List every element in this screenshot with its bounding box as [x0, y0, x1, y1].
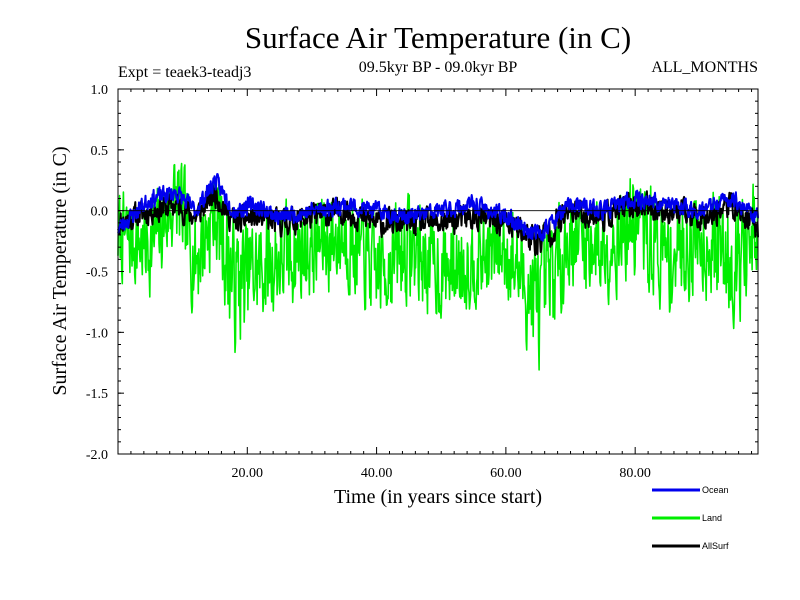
series-line-ocean [117, 173, 759, 242]
y-tick-label: -0.5 [86, 266, 108, 281]
legend-label-land: Land [702, 513, 722, 523]
series-layer [117, 162, 759, 371]
legend: Ocean Land AllSurf [652, 485, 729, 551]
x-tick-label: 60.00 [490, 466, 522, 481]
y-axis: 1.0 0.5 0.0 -0.5 -1.0 -1.5 -2.0 [86, 83, 758, 463]
x-tick-label: 40.00 [361, 466, 393, 481]
series-line-land [117, 162, 759, 371]
y-tick-label: -2.0 [86, 448, 108, 463]
chart-subtitle-months: ALL_MONTHS [651, 59, 758, 76]
y-tick-label: -1.0 [86, 326, 108, 341]
x-axis-label: Time (in years since start) [334, 486, 542, 508]
series-line-allsurf [117, 184, 759, 257]
x-axis: 20.00 40.00 60.00 80.00 [130, 89, 753, 481]
chart-subtitle-period: 09.5kyr BP - 09.0kyr BP [359, 59, 518, 76]
y-tick-label: 0.0 [91, 205, 109, 220]
legend-label-ocean: Ocean [702, 485, 729, 495]
x-tick-label: 20.00 [232, 466, 264, 481]
y-tick-label: 1.0 [91, 83, 109, 98]
y-axis-label: Surface Air Temperature (in C) [49, 146, 71, 395]
chart-subtitle-experiment: Expt = teaek3-teadj3 [118, 64, 251, 81]
x-tick-label: 80.00 [619, 466, 651, 481]
y-tick-label: -1.5 [86, 387, 108, 402]
chart-title: Surface Air Temperature (in C) [245, 20, 631, 55]
y-tick-label: 0.5 [91, 144, 109, 159]
legend-label-allsurf: AllSurf [702, 541, 729, 551]
